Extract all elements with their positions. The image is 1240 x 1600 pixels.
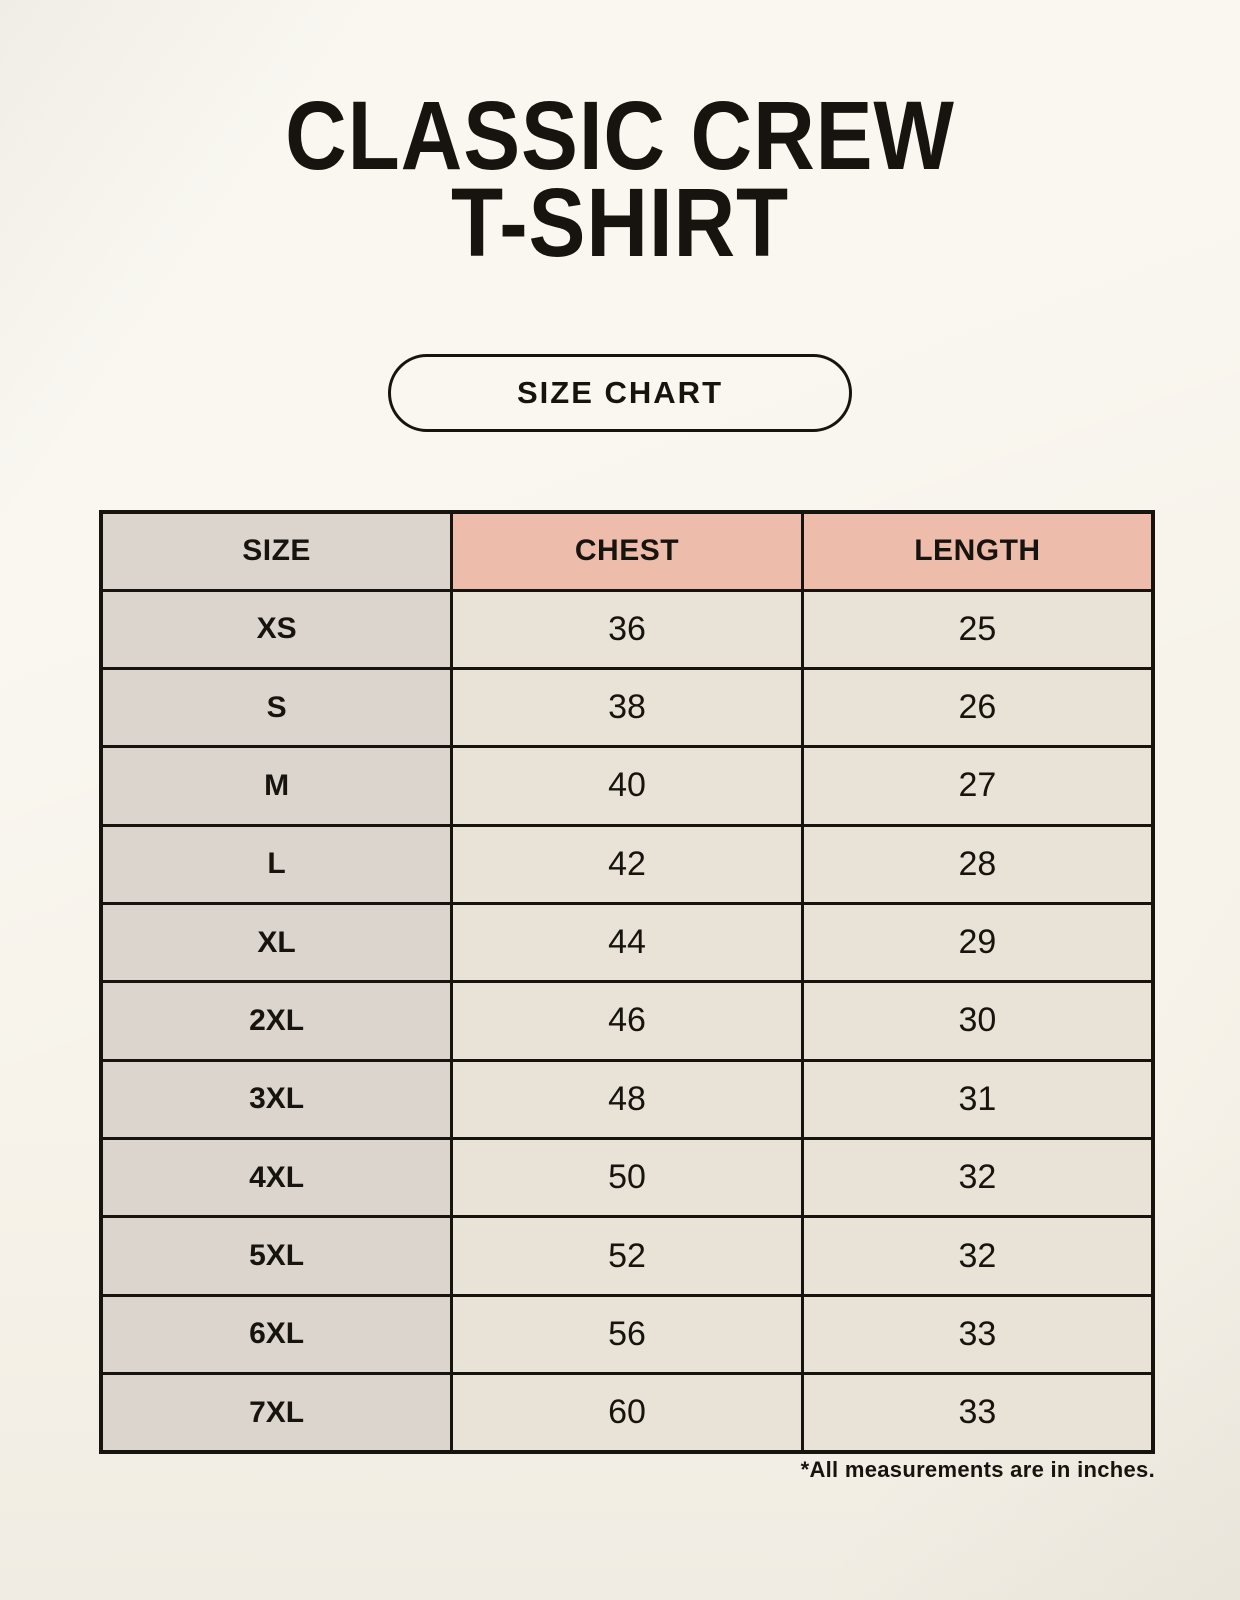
length-cell: 29 xyxy=(800,901,1155,984)
title-line-1: CLASSIC CREW xyxy=(285,81,955,190)
size-table-header: SIZE CHEST LENGTH xyxy=(99,510,1155,592)
table-row: 2XL 46 30 xyxy=(99,980,1155,1062)
size-cell: 2XL xyxy=(99,980,454,1062)
chest-cell: 56 xyxy=(450,1293,804,1376)
chest-cell: 46 xyxy=(450,980,804,1062)
table-row: L 42 28 xyxy=(99,823,1155,905)
length-cell: 26 xyxy=(800,666,1155,749)
chest-cell: 36 xyxy=(450,588,804,670)
chest-cell: 50 xyxy=(450,1137,804,1219)
size-chart-badge: SIZE CHART xyxy=(388,354,852,432)
length-cell: 33 xyxy=(800,1372,1155,1454)
table-row: S 38 26 xyxy=(99,666,1155,749)
length-cell: 30 xyxy=(800,980,1155,1062)
size-cell: 3XL xyxy=(99,1058,454,1141)
length-cell: 32 xyxy=(800,1215,1155,1297)
chest-cell: 52 xyxy=(450,1215,804,1297)
title-line-2: T-SHIRT xyxy=(450,168,790,277)
chest-cell: 60 xyxy=(450,1372,804,1454)
size-cell: XL xyxy=(99,901,454,984)
size-cell: S xyxy=(99,666,454,749)
size-cell: M xyxy=(99,745,454,827)
table-row: 6XL 56 33 xyxy=(99,1293,1155,1376)
column-header-chest: CHEST xyxy=(450,510,804,592)
table-row: 5XL 52 32 xyxy=(99,1215,1155,1297)
chest-cell: 44 xyxy=(450,901,804,984)
page-title: CLASSIC CREW T-SHIRT xyxy=(74,87,1165,271)
size-cell: XS xyxy=(99,588,454,670)
length-cell: 28 xyxy=(800,823,1155,905)
length-cell: 31 xyxy=(800,1058,1155,1141)
length-cell: 32 xyxy=(800,1137,1155,1219)
column-header-size: SIZE xyxy=(99,510,454,592)
table-row: M 40 27 xyxy=(99,745,1155,827)
size-table: SIZE CHEST LENGTH XS 36 25 S 38 26 xyxy=(99,510,1155,1454)
size-cell: 7XL xyxy=(99,1372,454,1454)
size-table-body: XS 36 25 S 38 26 M 40 27 L xyxy=(99,588,1155,1454)
chest-cell: 38 xyxy=(450,666,804,749)
size-cell: 5XL xyxy=(99,1215,454,1297)
column-header-length: LENGTH xyxy=(800,510,1155,592)
table-row: 7XL 60 33 xyxy=(99,1372,1155,1454)
table-row: XS 36 25 xyxy=(99,588,1155,670)
length-cell: 33 xyxy=(800,1293,1155,1376)
header-row: SIZE CHEST LENGTH xyxy=(99,510,1155,592)
size-cell: 4XL xyxy=(99,1137,454,1219)
measurements-footnote: *All measurements are in inches. xyxy=(800,1457,1155,1482)
size-chart-badge-label: SIZE CHART xyxy=(517,375,723,410)
size-cell: 6XL xyxy=(99,1293,454,1376)
chest-cell: 40 xyxy=(450,745,804,827)
chest-cell: 42 xyxy=(450,823,804,905)
table-row: XL 44 29 xyxy=(99,901,1155,984)
chest-cell: 48 xyxy=(450,1058,804,1141)
length-cell: 27 xyxy=(800,745,1155,827)
length-cell: 25 xyxy=(800,588,1155,670)
table-row: 4XL 50 32 xyxy=(99,1137,1155,1219)
size-cell: L xyxy=(99,823,454,905)
table-row: 3XL 48 31 xyxy=(99,1058,1155,1141)
